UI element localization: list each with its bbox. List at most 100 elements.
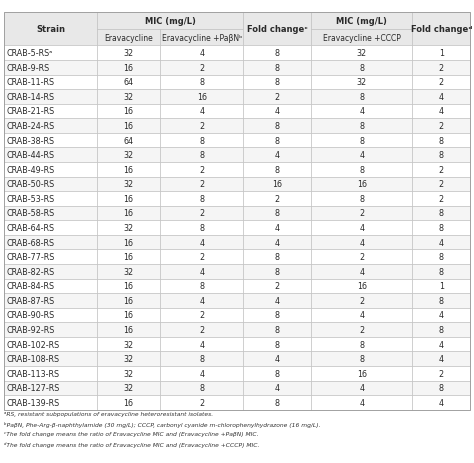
Text: 4: 4 (199, 340, 204, 349)
Bar (4, 75, 97, 90)
Text: 2: 2 (199, 398, 204, 407)
Bar (311, 133, 412, 148)
Bar (4, 148, 97, 163)
Text: 16: 16 (357, 369, 367, 378)
Text: 32: 32 (124, 383, 134, 393)
Text: 2: 2 (199, 180, 204, 189)
Text: 4: 4 (359, 151, 365, 160)
Bar (311, 294, 412, 308)
Text: 8: 8 (439, 224, 444, 232)
Text: 8: 8 (275, 369, 280, 378)
Text: 1: 1 (439, 282, 444, 291)
Bar (160, 46, 243, 61)
Bar (97, 192, 160, 206)
Text: 8: 8 (359, 136, 365, 145)
Text: 2: 2 (438, 180, 444, 189)
Bar (412, 235, 470, 250)
Bar (311, 163, 412, 177)
Text: Fold changeᶜ: Fold changeᶜ (247, 25, 308, 34)
Bar (311, 279, 412, 294)
Text: 64: 64 (124, 78, 134, 87)
Bar (412, 279, 470, 294)
Text: CRAB-68-RS: CRAB-68-RS (7, 238, 55, 247)
Text: 4: 4 (439, 311, 444, 320)
Text: 4: 4 (439, 238, 444, 247)
Bar (243, 177, 311, 192)
Bar (97, 13, 243, 30)
Text: 1: 1 (439, 49, 444, 58)
Bar (243, 90, 311, 105)
Text: CRAB-92-RS: CRAB-92-RS (7, 325, 55, 334)
Bar (412, 61, 470, 75)
Text: 32: 32 (124, 354, 134, 363)
Text: 8: 8 (275, 136, 280, 145)
Bar (160, 264, 243, 279)
Text: 2: 2 (199, 209, 204, 218)
Bar (243, 250, 311, 264)
Text: 2: 2 (438, 165, 444, 175)
Bar (412, 13, 470, 46)
Text: 8: 8 (199, 354, 204, 363)
Bar (311, 221, 412, 235)
Text: 2: 2 (275, 93, 280, 102)
Text: CRAB-87-RS: CRAB-87-RS (7, 296, 55, 305)
Bar (412, 46, 470, 61)
Text: 4: 4 (275, 151, 280, 160)
Text: 8: 8 (275, 78, 280, 87)
Text: 4: 4 (199, 238, 204, 247)
Text: ᵃRS, resistant subpopulations of eravacycline heteroresistant isolates.: ᵃRS, resistant subpopulations of eravacy… (4, 412, 213, 417)
Bar (97, 323, 160, 337)
Bar (160, 250, 243, 264)
Bar (243, 264, 311, 279)
Text: Strain: Strain (36, 25, 65, 34)
Text: 8: 8 (199, 136, 204, 145)
Text: CRAB-77-RS: CRAB-77-RS (7, 253, 55, 262)
Bar (160, 366, 243, 381)
Bar (97, 250, 160, 264)
Text: 4: 4 (359, 107, 365, 116)
Bar (97, 133, 160, 148)
Text: 8: 8 (439, 136, 444, 145)
Text: CRAB-50-RS: CRAB-50-RS (7, 180, 55, 189)
Text: 8: 8 (439, 296, 444, 305)
Bar (97, 46, 160, 61)
Text: Eravacycline: Eravacycline (104, 33, 153, 43)
Text: 32: 32 (357, 78, 367, 87)
Bar (4, 323, 97, 337)
Bar (311, 366, 412, 381)
Text: 2: 2 (359, 253, 365, 262)
Bar (311, 119, 412, 133)
Text: 16: 16 (124, 296, 134, 305)
Bar (160, 61, 243, 75)
Bar (311, 337, 412, 351)
Bar (243, 337, 311, 351)
Bar (97, 105, 160, 119)
Text: 2: 2 (438, 63, 444, 73)
Text: 32: 32 (124, 151, 134, 160)
Bar (412, 337, 470, 351)
Bar (160, 177, 243, 192)
Bar (412, 148, 470, 163)
Bar (243, 75, 311, 90)
Bar (4, 206, 97, 221)
Bar (4, 235, 97, 250)
Text: 16: 16 (273, 180, 283, 189)
Bar (4, 13, 470, 410)
Text: ᵈThe fold change means the ratio of Eravacycline MIC and (Eravacycline +CCCP) MI: ᵈThe fold change means the ratio of Erav… (4, 441, 259, 447)
Text: Fold changeᵈ: Fold changeᵈ (410, 25, 472, 34)
Text: 8: 8 (359, 194, 365, 203)
Bar (97, 279, 160, 294)
Bar (4, 250, 97, 264)
Bar (160, 235, 243, 250)
Text: 4: 4 (275, 354, 280, 363)
Bar (412, 351, 470, 366)
Text: 8: 8 (359, 122, 365, 131)
Bar (160, 395, 243, 410)
Text: 4: 4 (275, 107, 280, 116)
Bar (4, 61, 97, 75)
Bar (412, 221, 470, 235)
Text: 32: 32 (124, 224, 134, 232)
Bar (412, 206, 470, 221)
Bar (4, 177, 97, 192)
Bar (4, 279, 97, 294)
